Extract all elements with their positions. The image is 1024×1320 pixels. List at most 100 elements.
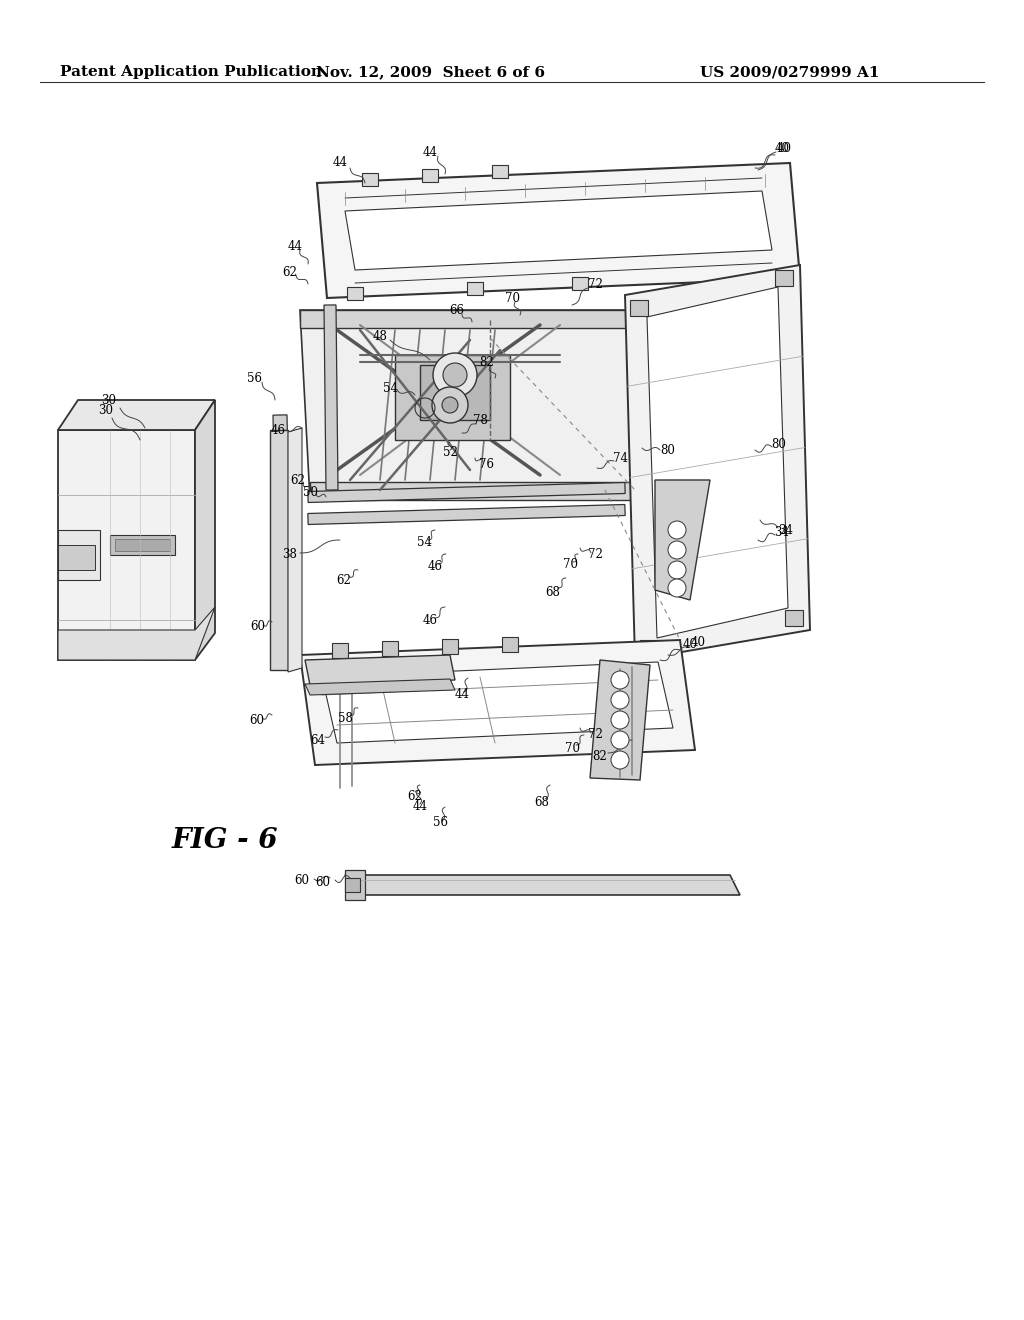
- Text: Patent Application Publication: Patent Application Publication: [60, 65, 322, 79]
- Text: 60: 60: [251, 620, 265, 634]
- Polygon shape: [345, 870, 365, 900]
- Polygon shape: [58, 545, 95, 570]
- Polygon shape: [58, 430, 195, 660]
- Polygon shape: [58, 400, 215, 430]
- Text: 60: 60: [315, 875, 331, 888]
- Text: 62: 62: [283, 265, 297, 279]
- Text: 74: 74: [612, 451, 628, 465]
- Polygon shape: [308, 504, 626, 524]
- Polygon shape: [362, 173, 378, 186]
- Polygon shape: [785, 610, 803, 626]
- Circle shape: [432, 387, 468, 422]
- Text: 76: 76: [479, 458, 495, 470]
- Polygon shape: [625, 265, 810, 660]
- Polygon shape: [395, 355, 510, 440]
- Text: 44: 44: [455, 689, 469, 701]
- Circle shape: [668, 579, 686, 597]
- Text: 44: 44: [413, 800, 427, 813]
- Text: 62: 62: [337, 573, 351, 586]
- Text: 60: 60: [295, 874, 309, 887]
- Polygon shape: [300, 310, 650, 327]
- Polygon shape: [115, 539, 170, 550]
- Text: US 2009/0279999 A1: US 2009/0279999 A1: [700, 65, 880, 79]
- Text: 44: 44: [288, 240, 302, 253]
- Text: 40: 40: [690, 636, 706, 649]
- Circle shape: [668, 541, 686, 558]
- Text: 44: 44: [423, 145, 437, 158]
- Text: 50: 50: [302, 487, 317, 499]
- Polygon shape: [640, 640, 658, 656]
- Text: 56: 56: [432, 817, 447, 829]
- Polygon shape: [308, 483, 626, 503]
- Circle shape: [611, 690, 629, 709]
- Polygon shape: [775, 271, 793, 286]
- Text: 46: 46: [423, 614, 437, 627]
- Text: 44: 44: [333, 157, 347, 169]
- Text: FIG - 6: FIG - 6: [172, 826, 279, 854]
- Polygon shape: [502, 636, 518, 652]
- Polygon shape: [273, 414, 292, 660]
- Text: 62: 62: [291, 474, 305, 487]
- Text: 70: 70: [564, 742, 580, 755]
- Polygon shape: [467, 282, 483, 294]
- Polygon shape: [420, 366, 490, 420]
- Text: 72: 72: [588, 549, 602, 561]
- Text: 58: 58: [338, 711, 352, 725]
- Circle shape: [611, 671, 629, 689]
- Polygon shape: [300, 640, 695, 766]
- Text: 82: 82: [479, 356, 495, 370]
- Text: 82: 82: [593, 750, 607, 763]
- Polygon shape: [345, 191, 772, 271]
- Circle shape: [668, 561, 686, 579]
- Polygon shape: [270, 430, 288, 671]
- Text: 56: 56: [248, 371, 262, 384]
- Polygon shape: [195, 400, 215, 660]
- Polygon shape: [58, 607, 215, 660]
- Polygon shape: [422, 169, 438, 182]
- Text: 80: 80: [660, 444, 676, 457]
- Text: 78: 78: [472, 413, 487, 426]
- Polygon shape: [382, 642, 398, 656]
- Polygon shape: [305, 655, 455, 685]
- Text: 40: 40: [776, 141, 792, 154]
- Circle shape: [668, 521, 686, 539]
- Text: 52: 52: [442, 446, 458, 459]
- Circle shape: [611, 751, 629, 770]
- Polygon shape: [305, 678, 455, 696]
- Text: 64: 64: [310, 734, 326, 747]
- Text: 30: 30: [101, 393, 117, 407]
- Text: 40: 40: [774, 141, 790, 154]
- Polygon shape: [572, 277, 588, 290]
- Text: 68: 68: [546, 586, 560, 598]
- Text: 46: 46: [270, 424, 286, 437]
- Polygon shape: [590, 660, 650, 780]
- Text: 54: 54: [418, 536, 432, 549]
- Polygon shape: [492, 165, 508, 178]
- Text: 54: 54: [383, 381, 397, 395]
- Text: 34: 34: [778, 524, 794, 536]
- Polygon shape: [310, 482, 660, 500]
- Text: 40: 40: [683, 639, 697, 652]
- Polygon shape: [300, 310, 660, 500]
- Polygon shape: [345, 878, 360, 892]
- Text: 34: 34: [774, 525, 790, 539]
- Circle shape: [611, 731, 629, 748]
- Circle shape: [611, 711, 629, 729]
- Text: 46: 46: [427, 561, 442, 573]
- Text: 70: 70: [562, 558, 578, 572]
- Polygon shape: [442, 639, 458, 655]
- Text: 70: 70: [505, 292, 519, 305]
- Polygon shape: [647, 286, 788, 638]
- Text: 62: 62: [408, 791, 423, 804]
- Polygon shape: [317, 162, 800, 298]
- Polygon shape: [332, 643, 348, 659]
- Circle shape: [442, 397, 458, 413]
- Polygon shape: [630, 300, 648, 315]
- Text: 80: 80: [771, 437, 786, 450]
- Circle shape: [443, 363, 467, 387]
- Text: 38: 38: [283, 549, 297, 561]
- Text: 30: 30: [98, 404, 114, 417]
- Polygon shape: [655, 480, 710, 601]
- Polygon shape: [324, 305, 338, 490]
- Text: 72: 72: [588, 279, 602, 292]
